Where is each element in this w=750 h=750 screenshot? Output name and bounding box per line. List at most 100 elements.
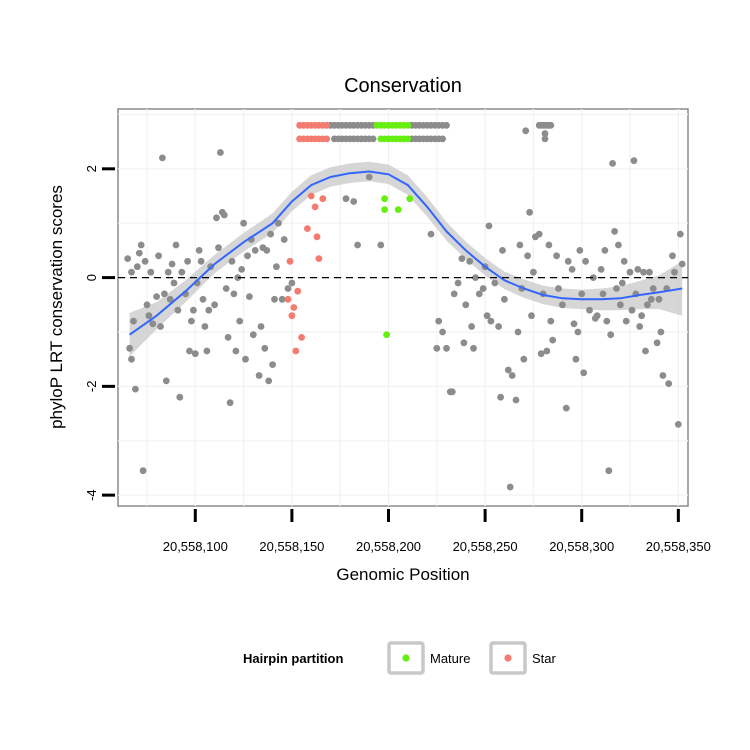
data-point-other [162,377,170,385]
data-point-other [224,334,232,341]
data-point-other [530,268,537,276]
data-point-other [576,247,584,254]
legend-swatch-mature [402,654,410,662]
data-point-other [458,255,466,262]
data-point-other [528,312,535,320]
data-point-other [541,135,549,143]
data-point-star [290,304,298,311]
data-point-other [164,268,172,276]
data-point-other [520,355,528,363]
data-point-other [191,350,199,358]
data-point-other [213,214,220,222]
data-points [124,121,686,491]
x-tick-label: 20,558,100 [163,539,228,554]
x-tick-label: 20,558,200 [356,539,421,554]
x-tick-label: 20,558,250 [453,539,518,554]
data-point-star [284,295,292,303]
data-point-other [128,355,135,363]
data-point-other [159,154,166,162]
smooth-fit-line [129,170,683,336]
data-point-other [354,241,361,249]
data-point-other [589,274,597,281]
data-point-other [659,372,667,379]
data-point-other [593,312,601,320]
data-point-other [222,285,230,292]
data-point-mature [381,195,388,203]
data-point-other [176,393,184,401]
data-point-other [603,317,611,325]
data-point-other [273,263,280,271]
data-point-other [220,211,228,219]
data-point-star [311,203,319,211]
data-point-other [215,244,222,252]
data-point-other [443,344,450,352]
data-point-other [574,328,582,336]
data-point-other [479,285,487,292]
data-point-other [541,130,549,137]
x-tick-label: 20,558,150 [259,539,324,554]
data-point-star [315,255,323,262]
x-axis: 20,558,100 20,558,150 20,558,200 20,558,250… [163,509,711,554]
data-point-other [626,268,634,276]
data-point-other [128,268,135,276]
data-point-other [240,219,248,227]
data-point-other [545,241,553,249]
data-point-other [195,247,203,254]
legend-label-mature: Mature [430,651,470,666]
data-point-other [126,344,133,352]
legend: Hairpin partition Mature Star [243,641,557,675]
data-point-star [292,347,300,355]
data-point-other [170,279,178,287]
data-point-other [676,230,684,238]
data-point-other [630,157,638,165]
data-point-other [284,285,292,292]
smooth-curve [129,170,683,336]
y-axis-label: phyloP LRT conservation scores [47,185,66,429]
data-point-other [547,317,555,325]
data-point-other [613,285,620,292]
data-point-other [669,252,676,260]
data-point-other [516,241,524,249]
data-point-other [582,257,589,265]
data-point-other [288,279,296,287]
data-point-other [665,380,673,387]
data-point-other-top [439,135,446,143]
data-point-other [497,393,504,401]
data-point-other [161,290,168,298]
data-point-other [524,252,531,260]
data-point-other [435,317,443,325]
data-point-other [234,274,242,281]
data-point-other [578,290,586,298]
data-point-other-top [369,135,377,143]
data-point-other [139,467,147,475]
data-point-other [597,266,605,273]
data-point-other [257,323,265,330]
data-point-other [495,323,502,330]
data-point-other [244,252,251,260]
data-point-other [153,293,161,300]
data-point-other [269,361,276,368]
data-point-other [236,317,244,325]
x-tick-label: 20,558,300 [549,539,614,554]
data-point-other [475,290,483,298]
data-point-other [228,257,236,265]
data-point-other [678,260,686,268]
data-point-other [251,247,259,254]
data-point-other [655,295,663,303]
data-point-other [141,257,149,265]
data-point-other [377,241,385,249]
data-point-other [470,344,477,352]
data-point-other [365,173,373,181]
data-point-other [178,268,186,276]
data-point-other [499,247,506,254]
data-point-other [605,467,613,475]
data-point-other [618,279,626,287]
data-point-star [313,233,321,241]
data-point-star [286,257,294,265]
data-point-other [506,483,514,491]
data-point-other [230,290,238,298]
data-point-star [298,334,305,341]
data-point-other [460,339,468,347]
data-point-other [491,279,499,287]
data-point-other [547,121,555,129]
